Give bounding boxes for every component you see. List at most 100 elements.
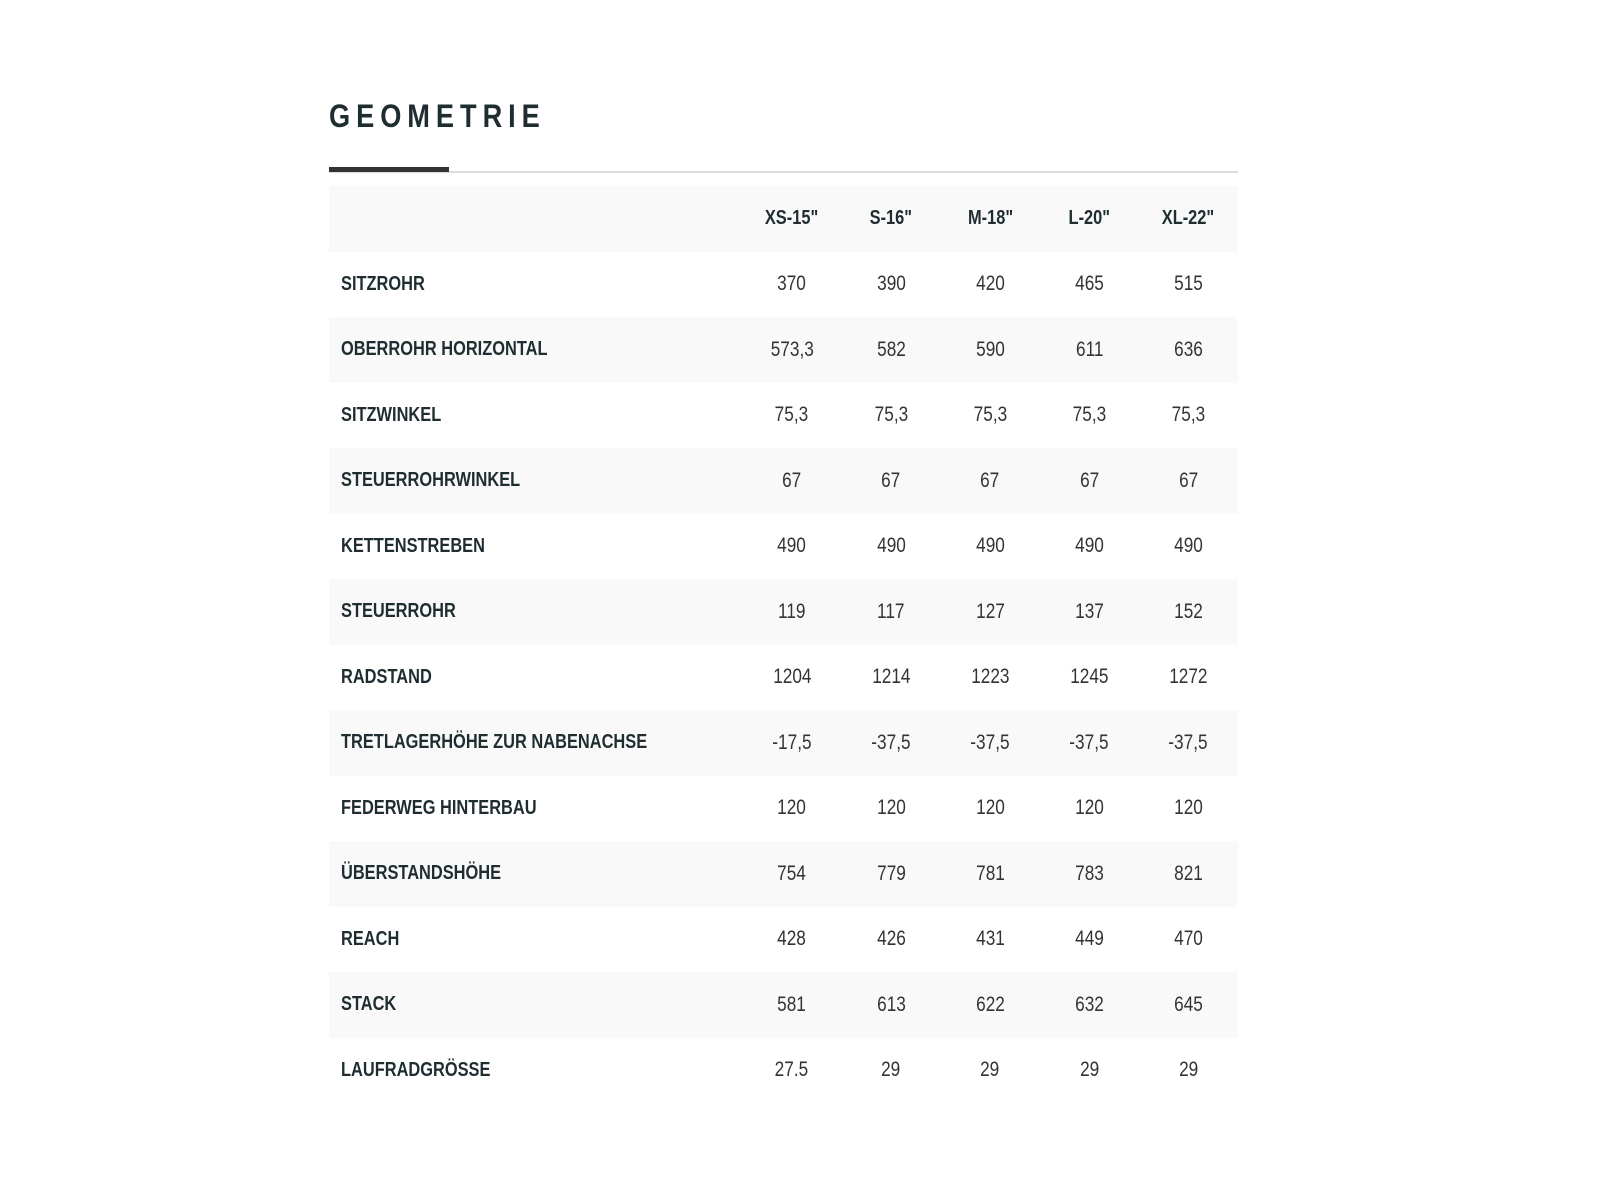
value-cell: 75,3: [941, 383, 1040, 449]
row-label-cell: TRETLAGERHÖHE ZUR NABENACHSE: [329, 710, 742, 776]
value-cell: 470: [1139, 907, 1238, 973]
value-cell: 426: [841, 907, 940, 973]
value-cell: 29: [1040, 1038, 1139, 1104]
value-cell: 449: [1040, 907, 1139, 973]
value-cell: 67: [841, 448, 940, 514]
value-cell: 465: [1040, 252, 1139, 318]
table-row: RADSTAND 1204 1214 1223 1245 1272: [329, 645, 1238, 711]
table-row: STEUERROHR 119 117 127 137 152: [329, 579, 1238, 645]
value-cell: 120: [941, 776, 1040, 842]
row-label-cell: STACK: [329, 972, 742, 1038]
cell-value: 431: [975, 927, 1005, 951]
row-label-cell: LAUFRADGRÖSSE: [329, 1038, 742, 1104]
cell-value: 27.5: [775, 1058, 809, 1082]
table-row: STEUERROHRWINKEL 67 67 67 67 67: [329, 448, 1238, 514]
cell-value: 67: [1178, 468, 1198, 492]
column-header-label: S-16": [869, 207, 913, 230]
cell-value: -17,5: [772, 730, 812, 754]
cell-value: 370: [777, 272, 807, 296]
cell-value: 75,3: [973, 403, 1007, 427]
column-header: S-16": [841, 186, 940, 252]
row-label: STEUERROHRWINKEL: [341, 469, 521, 492]
value-cell: 370: [742, 252, 841, 318]
value-cell: -37,5: [941, 710, 1040, 776]
cell-value: 821: [1174, 861, 1203, 885]
table-header-row: XS-15" S-16" M-18" L-20" XL-22": [329, 186, 1238, 252]
column-header: XS-15": [742, 186, 841, 252]
cell-value: 1245: [1070, 665, 1109, 689]
value-cell: 75,3: [1040, 383, 1139, 449]
value-cell: 490: [941, 514, 1040, 580]
title-underline-accent: [329, 167, 449, 172]
value-cell: 75,3: [1139, 383, 1238, 449]
value-cell: 490: [742, 514, 841, 580]
cell-value: 465: [1074, 272, 1104, 296]
value-cell: 754: [742, 841, 841, 907]
row-label: SITZROHR: [341, 272, 425, 295]
cell-value: 426: [876, 927, 906, 951]
value-cell: 420: [941, 252, 1040, 318]
row-label-cell: STEUERROHRWINKEL: [329, 448, 742, 514]
row-label-cell: SITZWINKEL: [329, 383, 742, 449]
cell-value: 29: [881, 1058, 901, 1082]
cell-value: 490: [777, 534, 807, 558]
value-cell: 1272: [1139, 645, 1238, 711]
row-label: FEDERWEG HINTERBAU: [341, 796, 537, 819]
row-label-cell: RADSTAND: [329, 645, 742, 711]
cell-value: 611: [1075, 337, 1103, 361]
row-label: STEUERROHR: [341, 600, 456, 623]
cell-value: 632: [1074, 992, 1104, 1016]
value-cell: 67: [1040, 448, 1139, 514]
row-label: TRETLAGERHÖHE ZUR NABENACHSE: [341, 731, 648, 754]
header-empty-cell: [329, 186, 742, 252]
cell-value: 120: [876, 796, 906, 820]
value-cell: 127: [941, 579, 1040, 645]
cell-value: 120: [1074, 796, 1104, 820]
table-row: STACK 581 613 622 632 645: [329, 972, 1238, 1038]
cell-value: 67: [1079, 468, 1099, 492]
cell-value: 390: [876, 272, 906, 296]
column-header: M-18": [941, 186, 1040, 252]
value-cell: 119: [742, 579, 841, 645]
value-cell: 613: [841, 972, 940, 1038]
value-cell: 622: [941, 972, 1040, 1038]
value-cell: 120: [1040, 776, 1139, 842]
value-cell: 137: [1040, 579, 1139, 645]
cell-value: 636: [1174, 337, 1203, 361]
geometry-table: XS-15" S-16" M-18" L-20" XL-22" SITZROHR…: [329, 186, 1238, 1103]
value-cell: 29: [941, 1038, 1040, 1104]
cell-value: 754: [777, 861, 807, 885]
value-cell: 75,3: [841, 383, 940, 449]
value-cell: 75,3: [742, 383, 841, 449]
row-label: STACK: [341, 993, 397, 1016]
value-cell: 431: [941, 907, 1040, 973]
row-label-cell: REACH: [329, 907, 742, 973]
value-cell: 27.5: [742, 1038, 841, 1104]
value-cell: 428: [742, 907, 841, 973]
table-row: ÜBERSTANDSHÖHE 754 779 781 783 821: [329, 841, 1238, 907]
cell-value: 75,3: [1072, 403, 1107, 427]
row-label: LAUFRADGRÖSSE: [341, 1058, 491, 1081]
row-label-cell: OBERROHR HORIZONTAL: [329, 317, 742, 383]
value-cell: 120: [841, 776, 940, 842]
table-row: SITZROHR 370 390 420 465 515: [329, 252, 1238, 318]
cell-value: 515: [1174, 272, 1203, 296]
cell-value: 120: [777, 796, 807, 820]
cell-value: 119: [778, 599, 806, 623]
value-cell: 581: [742, 972, 841, 1038]
column-header-label: XS-15": [765, 207, 819, 230]
cell-value: 420: [975, 272, 1005, 296]
cell-value: 581: [777, 992, 807, 1016]
row-label-cell: KETTENSTREBEN: [329, 514, 742, 580]
value-cell: 1214: [841, 645, 940, 711]
column-header: L-20": [1040, 186, 1139, 252]
cell-value: 781: [975, 861, 1005, 885]
section-title: GEOMETRIE: [329, 98, 546, 134]
cell-value: 622: [975, 992, 1005, 1016]
value-cell: 29: [1139, 1038, 1238, 1104]
value-cell: 490: [841, 514, 940, 580]
cell-value: 490: [1074, 534, 1104, 558]
value-cell: 390: [841, 252, 940, 318]
cell-value: -37,5: [1069, 730, 1109, 754]
cell-value: 120: [975, 796, 1005, 820]
